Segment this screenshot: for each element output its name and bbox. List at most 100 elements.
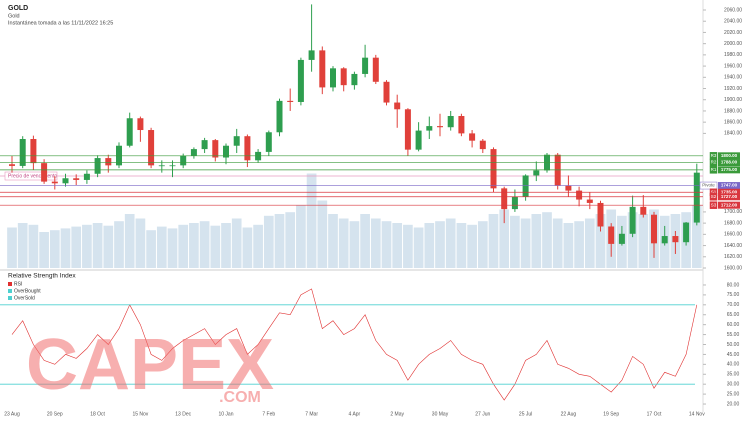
candle-body [565, 185, 572, 191]
volume-bar [317, 200, 328, 268]
candle-body [9, 164, 15, 166]
candle-body [94, 158, 101, 174]
candle-body [683, 222, 690, 243]
candle-body [362, 57, 369, 74]
candle-body [212, 140, 219, 158]
volume-bar [467, 224, 477, 268]
volume-bar [167, 228, 178, 268]
y-tick-label: 30.00 [727, 382, 740, 388]
candle-body [201, 140, 208, 150]
candle-body [287, 100, 294, 102]
level-name: S1 [711, 189, 717, 194]
candle-body [618, 233, 625, 244]
volume-bar [627, 212, 638, 268]
candle-body [651, 214, 657, 244]
candle-body [447, 116, 454, 128]
candle-body [383, 81, 390, 103]
candle-body [661, 236, 668, 244]
candle-body [169, 165, 176, 167]
y-tick-label: 1660.00 [724, 232, 742, 238]
y-tick-label: 2020.00 [724, 30, 742, 36]
rsi-line [11, 288, 698, 401]
x-tick-label: 10 Jan [218, 411, 233, 417]
candle-body [469, 133, 476, 141]
volume-bar [210, 225, 221, 268]
volume-bar [146, 230, 156, 268]
y-tick-label: 1640.00 [724, 243, 742, 249]
candle-body [41, 163, 48, 182]
volume-bar [285, 212, 296, 268]
y-tick-label: 40.00 [727, 362, 740, 368]
volume-bar [306, 173, 317, 268]
level-value-box [718, 193, 740, 201]
volume-bar [296, 205, 306, 268]
x-tick-label: 7 Mar [305, 411, 318, 417]
candle-body [180, 155, 187, 166]
y-tick-label: 45.00 [727, 352, 740, 358]
volume-bar [638, 214, 649, 268]
y-tick-label: 1840.00 [724, 131, 742, 137]
level-value: 1712.00 [721, 202, 738, 207]
candle-body [265, 132, 272, 152]
volume-bar [60, 228, 71, 268]
candle-body [330, 68, 336, 88]
x-tick-label: 13 Dec [175, 411, 191, 417]
volume-bar [360, 214, 370, 268]
volume-bar [28, 224, 39, 268]
volume-bar [584, 218, 595, 268]
volume-bar [691, 205, 702, 268]
level-name-box [709, 166, 718, 174]
candle-body [490, 149, 497, 189]
level-value: 1788.00 [721, 160, 738, 165]
volume-bar [253, 224, 263, 268]
volume-bar [242, 227, 253, 268]
candle-body [30, 139, 37, 164]
volume-bar [520, 218, 531, 268]
x-tick-label: 7 Feb [262, 411, 275, 417]
y-tick-label: 1880.00 [724, 108, 742, 114]
y-tick-label: 25.00 [727, 391, 740, 397]
candle-body [586, 199, 593, 203]
x-tick-label: 2 May [390, 411, 404, 417]
volume-bar [221, 223, 231, 268]
candle-body [244, 136, 251, 161]
candle-body [158, 165, 165, 167]
volume-bar [392, 223, 403, 268]
y-tick-label: 1700.00 [724, 209, 742, 215]
volume-bar [574, 221, 584, 268]
y-tick-label: 1940.00 [724, 75, 742, 81]
volume-bar [510, 215, 520, 268]
level-value: 1800.00 [721, 153, 738, 158]
candle-body [276, 100, 283, 133]
candle-body [522, 175, 529, 197]
candle-body [340, 68, 347, 86]
volume-bar [124, 214, 135, 268]
volume-bar [338, 218, 349, 268]
level-value: 1727.00 [721, 194, 738, 199]
volume-bar [531, 214, 542, 268]
candle-body [501, 188, 508, 210]
y-tick-label: 55.00 [727, 332, 740, 338]
x-tick-label: 30 May [432, 411, 449, 417]
candle-body [533, 170, 540, 176]
y-tick-label: 2060.00 [724, 7, 742, 13]
y-tick-label: 2000.00 [724, 41, 742, 47]
y-tick-label: 1980.00 [724, 52, 742, 58]
candle-body [479, 140, 486, 150]
volume-bar [71, 226, 82, 268]
x-tick-label: 4 Apr [349, 411, 361, 417]
y-tick-label: 1920.00 [724, 86, 742, 92]
x-tick-label: 19 Sep [603, 411, 619, 417]
level-value-box [718, 201, 740, 209]
candle-body [458, 116, 465, 134]
volume-bar [456, 223, 467, 268]
level-value-box [718, 152, 740, 160]
candle-body [597, 202, 604, 227]
level-name: S2 [711, 194, 717, 199]
legend-swatch [8, 289, 12, 293]
candle-body [73, 178, 80, 180]
volume-bar [595, 214, 606, 268]
x-tick-label: 20 Sep [47, 411, 63, 417]
